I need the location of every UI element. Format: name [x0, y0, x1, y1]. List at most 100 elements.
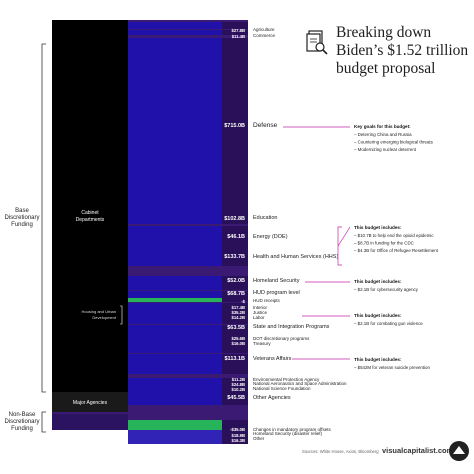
target-name-5: Health and Human Services (HHS) — [253, 254, 338, 260]
nonbase-bracket — [41, 411, 46, 433]
title-line-2: Biden’s $1.52 trillion — [336, 42, 469, 59]
value-label-16: $11.2B — [232, 377, 245, 382]
target-name-12: State and Integration Programs — [253, 324, 330, 330]
flow-13 — [128, 337, 222, 345]
value-label-1: $11.4B — [232, 34, 245, 39]
target-bar-15 — [222, 354, 248, 374]
flow-3 — [128, 226, 222, 238]
value-label-14: $16.0B — [231, 341, 245, 346]
target-name-0: Agriculture — [253, 27, 275, 32]
value-label-15: $113.1B — [225, 356, 246, 362]
target-bar-3 — [222, 226, 248, 238]
value-label-11: $14.2B — [231, 315, 245, 320]
value-label-0: $27.8B — [231, 28, 245, 33]
value-label-7: $68.7B — [227, 291, 245, 297]
nonbase-node — [52, 414, 128, 430]
cabinet-label-2: Departments — [76, 217, 105, 223]
flow-11 — [128, 318, 222, 324]
target-bar-22 — [222, 437, 248, 444]
target-bar-19 — [222, 393, 248, 405]
labels: $27.8B Agriculture $11.4B Commerce $715.0B De… — [73, 27, 347, 443]
target-bar-18 — [222, 389, 248, 393]
target-bar-5 — [222, 254, 248, 266]
nonbase-bracket-label-0: Non-Base — [9, 412, 36, 418]
value-label-17: $24.8B — [231, 382, 245, 387]
target-bar-16 — [222, 378, 248, 382]
target-name-3: Education — [253, 215, 277, 221]
target-name-16: Environmental Protection Agency — [253, 377, 320, 382]
value-label-5: $133.7B — [224, 254, 245, 260]
annotation-bracket-1 — [337, 226, 342, 266]
brand-name: visualcapitalist.com — [382, 446, 454, 455]
target-name-19: Other Agencies — [253, 395, 291, 401]
target-bar-7 — [222, 291, 248, 298]
base-bracket-label-2: Funding — [11, 222, 33, 228]
value-label-20: -$35.0B — [230, 427, 245, 432]
nonbase-bracket-label-2: Funding — [11, 426, 33, 432]
value-label-19: $45.5B — [227, 395, 245, 401]
target-name-1: Commerce — [253, 33, 276, 38]
annotation-item-1-1: – $8.7B in funding for the CDC — [354, 241, 414, 246]
target-name-9: Interior — [253, 305, 268, 310]
value-label-18: $10.2B — [231, 387, 245, 392]
flow-16 — [128, 378, 222, 382]
nonbase-bracket-label-1: Discretionary — [4, 419, 39, 425]
target-bar-20 — [222, 420, 248, 430]
target-bar-10 — [222, 311, 248, 318]
value-label-13: $25.6B — [231, 336, 245, 341]
target-bar-6 — [222, 276, 248, 290]
target-name-21: Homeland Security (disaster relief) — [253, 431, 323, 436]
annotation-item-1-2: – $4.3B for Office of Refugee Resettleme… — [354, 248, 439, 253]
flow-19 — [128, 393, 222, 405]
target-name-17: National Aeronautics and Space Administr… — [253, 381, 347, 386]
annotation-item-4-0: – $542M for veteran suicide prevention — [354, 365, 430, 370]
flow-1 — [128, 30, 222, 35]
annotation-heading-4: This budget includes: — [354, 357, 402, 362]
annotation-item-0-1: – Countering emerging biological threats — [354, 140, 434, 145]
flow-14 — [128, 345, 222, 353]
flow-20 — [128, 420, 222, 430]
housing-label-2: Development — [92, 315, 116, 320]
value-label-9: $17.4B — [231, 305, 245, 310]
annotation-item-2-0: – $2.1B for cybersecurity agency — [354, 287, 419, 292]
target-name-15: Veterans Affairs — [253, 356, 292, 362]
target-name-8: HUD receipts — [253, 298, 281, 303]
value-label-3: $102.8B — [224, 216, 245, 222]
target-name-4: Energy (DOE) — [253, 234, 288, 240]
target-name-13: DOT discretionary programs — [253, 336, 310, 341]
target-name-22: Other — [253, 436, 265, 441]
annotation-item-0-0: – Deterring China and Russia — [354, 132, 412, 137]
housing-label-1: Housing and Urban — [82, 309, 116, 314]
target-bar-0 — [222, 22, 248, 29]
major-agencies-label: Major Agencies — [73, 400, 108, 406]
base-bracket-label-0: Base — [15, 208, 29, 214]
flow-0 — [128, 22, 222, 29]
annotation-item-0-2: – Modernizing nuclear deterrent — [354, 147, 417, 152]
title-line-1: Breaking down — [336, 24, 432, 41]
flow-4 — [128, 238, 222, 254]
target-bar-13 — [222, 337, 248, 345]
target-name-6: Homeland Security — [253, 278, 300, 284]
annotation-heading-2: This budget includes: — [354, 279, 402, 284]
target-bar-12 — [222, 325, 248, 337]
target-name-14: Treasury — [253, 341, 271, 346]
target-bar-4 — [222, 238, 248, 254]
target-name-18: National Science Foundation — [253, 386, 311, 391]
flow-12 — [128, 325, 222, 337]
annotation-line-1 — [337, 226, 351, 247]
target-name-7: HUD program level — [253, 290, 300, 296]
flow-10 — [128, 311, 222, 318]
value-label-2: $715.0B — [224, 123, 245, 129]
flow-22 — [128, 437, 222, 444]
flow-9 — [128, 303, 222, 311]
value-label-21: $18.9B — [231, 433, 245, 438]
value-label-4: $46.1B — [227, 234, 245, 240]
target-bar-11 — [222, 318, 248, 324]
flow-21 — [128, 430, 222, 437]
target-bar-21 — [222, 430, 248, 437]
value-label-8: -$ — [241, 299, 245, 304]
annotation-heading-3: This budget includes: — [354, 313, 402, 318]
annotation-heading-0: Key goals for this budget: — [354, 124, 411, 129]
target-bar-9 — [222, 303, 248, 311]
